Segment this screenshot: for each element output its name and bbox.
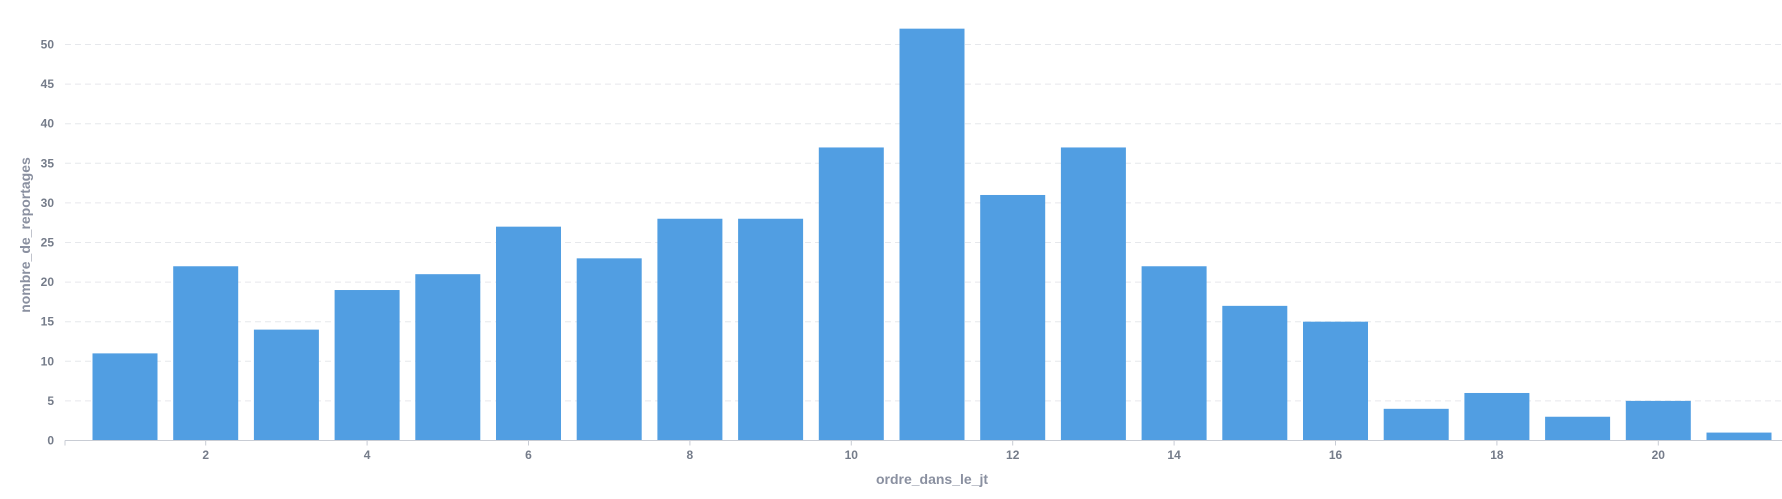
y-axis-ticks: 0 5 10 15 20 25 30 35 40 45 50 bbox=[41, 38, 55, 448]
bars bbox=[92, 28, 1772, 441]
x-tick-label: 10 bbox=[845, 448, 859, 462]
bar-13[interactable] bbox=[1060, 147, 1126, 441]
y-axis-title: nombre_de_reportages bbox=[17, 157, 33, 313]
y-tick-label: 20 bbox=[41, 275, 55, 289]
x-tick-label: 6 bbox=[525, 448, 532, 462]
y-tick-label: 35 bbox=[41, 156, 55, 170]
bar-11[interactable] bbox=[899, 28, 965, 441]
bar-17[interactable] bbox=[1383, 408, 1449, 441]
y-tick-label: 25 bbox=[41, 236, 55, 250]
bar-14[interactable] bbox=[1141, 266, 1207, 441]
bar-10[interactable] bbox=[818, 147, 884, 441]
bar-21[interactable] bbox=[1706, 432, 1772, 441]
bar-20[interactable] bbox=[1625, 400, 1691, 441]
x-axis-ticks: 2 4 6 8 10 12 14 16 18 20 bbox=[64, 440, 1666, 462]
x-tick-label: 18 bbox=[1490, 448, 1504, 462]
bar-19[interactable] bbox=[1545, 416, 1611, 441]
bar-6[interactable] bbox=[496, 226, 561, 441]
y-tick-label: 0 bbox=[47, 434, 54, 448]
x-tick-label: 4 bbox=[364, 448, 371, 462]
y-tick-label: 30 bbox=[41, 196, 55, 210]
bar-3[interactable] bbox=[253, 329, 319, 441]
y-tick-label: 50 bbox=[41, 38, 55, 52]
bar-16[interactable] bbox=[1303, 321, 1368, 441]
bar-5[interactable] bbox=[415, 274, 481, 441]
bar-18[interactable] bbox=[1464, 392, 1530, 441]
y-tick-label: 10 bbox=[41, 354, 55, 368]
bar-7[interactable] bbox=[576, 258, 642, 441]
bar-15[interactable] bbox=[1222, 305, 1288, 441]
bar-2[interactable] bbox=[173, 266, 239, 441]
x-tick-label: 20 bbox=[1652, 448, 1666, 462]
x-tick-label: 2 bbox=[202, 448, 209, 462]
x-tick-label: 12 bbox=[1006, 448, 1020, 462]
bar-8[interactable] bbox=[657, 218, 723, 441]
bar-12[interactable] bbox=[980, 194, 1046, 441]
x-tick-label: 8 bbox=[687, 448, 694, 462]
bar-4[interactable] bbox=[334, 290, 400, 441]
y-tick-label: 15 bbox=[41, 315, 55, 329]
y-tick-label: 45 bbox=[41, 77, 55, 91]
bar-1[interactable] bbox=[92, 353, 158, 441]
y-tick-label: 40 bbox=[41, 117, 55, 131]
y-tick-label: 5 bbox=[47, 394, 54, 408]
x-tick-label: 14 bbox=[1167, 448, 1181, 462]
bar-9[interactable] bbox=[738, 218, 804, 441]
x-tick-label: 16 bbox=[1329, 448, 1343, 462]
x-axis-title: ordre_dans_le_jt bbox=[876, 471, 988, 487]
